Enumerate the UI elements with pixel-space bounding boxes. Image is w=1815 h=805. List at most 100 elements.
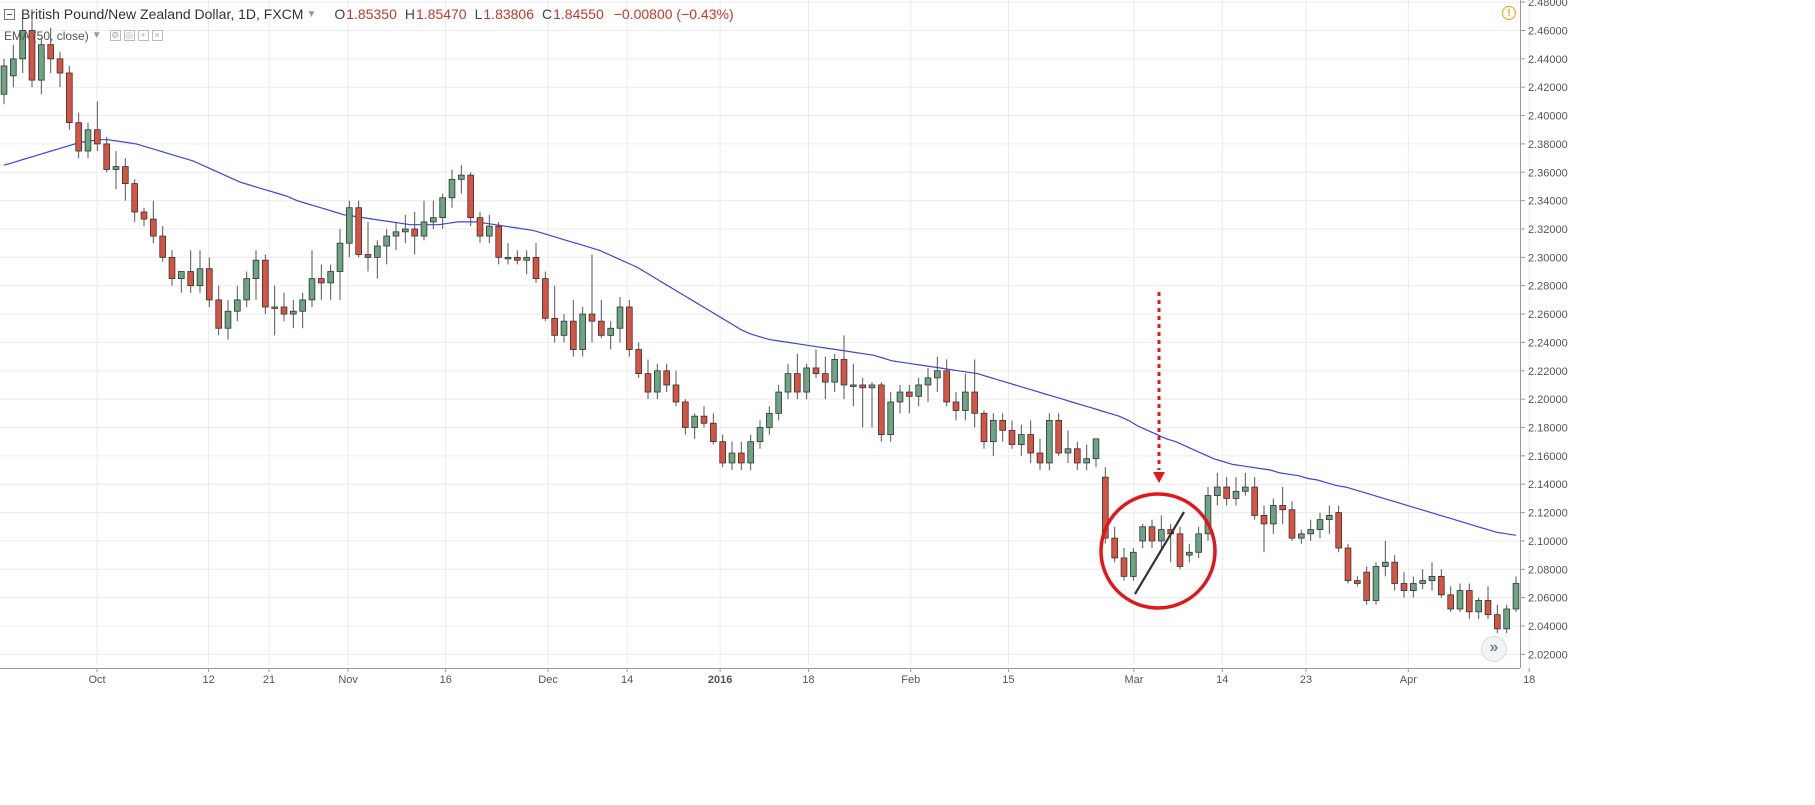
candle <box>822 356 829 400</box>
dotted-arrow-head <box>1153 472 1165 483</box>
candle <box>1326 505 1333 534</box>
candle-body-up <box>420 221 428 237</box>
candle <box>448 169 456 208</box>
candle <box>906 384 913 414</box>
close-value: 1.84550 <box>553 6 604 23</box>
close-icon[interactable]: × <box>151 30 163 42</box>
candle <box>1400 572 1408 598</box>
candle <box>28 9 36 88</box>
candle <box>738 441 745 471</box>
candle <box>206 257 213 307</box>
candle-body-up <box>728 452 736 464</box>
candle <box>775 384 782 421</box>
candle-body-up <box>803 367 810 393</box>
annotations <box>1099 292 1217 610</box>
candle <box>336 228 344 300</box>
candle <box>1447 586 1454 612</box>
candle-body-up <box>1428 575 1436 582</box>
candle <box>523 250 530 275</box>
candle <box>1503 604 1510 634</box>
format-icon[interactable]: + <box>137 30 149 42</box>
candle-body-up <box>915 384 922 397</box>
change-value: −0.00800 (−0.43%) <box>613 6 734 23</box>
candle <box>868 382 876 428</box>
candle-body-down <box>980 412 988 443</box>
candle <box>38 37 45 95</box>
indicator-label[interactable]: EMA (50, close) <box>4 28 89 43</box>
candle-body-down <box>1223 486 1230 499</box>
collapse-icon[interactable] <box>4 8 15 20</box>
candle <box>262 254 269 315</box>
alert-icon[interactable]: ! <box>1502 6 1516 20</box>
candle-body-down <box>1447 594 1454 610</box>
candle-body-down <box>1391 561 1398 584</box>
candle <box>1092 438 1100 468</box>
candle <box>784 363 792 400</box>
highlight-circle <box>1099 492 1217 610</box>
candle-body-up <box>1232 490 1240 499</box>
eye-icon[interactable]: ◎ <box>123 30 135 42</box>
candle-body-down <box>1354 580 1361 584</box>
settings-icon[interactable]: ⚙ <box>109 30 121 42</box>
candle-body-up <box>1018 434 1025 445</box>
x-tick-label: Feb <box>901 674 920 686</box>
candle-body-down <box>467 174 474 219</box>
candle-body-down <box>943 370 950 403</box>
chevron-down-icon[interactable]: ▼ <box>306 8 317 20</box>
candle <box>980 410 988 449</box>
candle <box>1335 505 1342 553</box>
x-tick-label: 21 <box>263 674 275 686</box>
candle-body-down <box>1494 614 1501 630</box>
candle-body-down <box>1008 429 1016 445</box>
candle <box>682 399 689 435</box>
candle <box>971 359 978 428</box>
candle <box>803 363 810 400</box>
candle-body-down <box>103 143 110 170</box>
price-axis[interactable]: 2.48000 2.46000 2.44000 2.42000 2.40000 2.380… <box>1520 0 1568 668</box>
chevron-down-icon[interactable]: ▼ <box>91 30 102 42</box>
candle-body-down <box>514 256 521 261</box>
x-tick-label: 23 <box>1300 674 1312 686</box>
candle-body-down <box>682 401 689 428</box>
candle <box>1158 515 1165 549</box>
candle <box>1083 444 1090 471</box>
candle-body-up <box>1382 561 1389 567</box>
candle-body-up <box>990 420 997 443</box>
low-label: L <box>474 6 483 23</box>
candle-body-down <box>262 259 269 308</box>
candle-body-up <box>486 225 493 237</box>
candle <box>224 299 232 340</box>
time-axis[interactable]: Oct 12 21 Nov 16 Dec 14 2016 18 Feb 15 Mar 14 23 Apr 18 <box>0 668 1535 686</box>
candle-body-up <box>1139 526 1146 542</box>
candle-body-down <box>738 452 745 464</box>
candle <box>1008 420 1016 449</box>
candle <box>878 382 885 442</box>
y-tick-label: 2.16000 <box>1528 451 1568 463</box>
open-value: 1.85350 <box>346 6 397 23</box>
symbol-title[interactable]: British Pound/New Zealand Dollar, 1D, FX… <box>21 6 304 23</box>
candle-body-down <box>168 256 176 280</box>
candle <box>1419 569 1426 590</box>
candle <box>1298 529 1305 544</box>
candle-body-down <box>1438 575 1445 596</box>
candle <box>598 299 605 339</box>
candle-body-up <box>0 65 8 95</box>
candle-body-down <box>812 367 820 375</box>
candle-body-up <box>308 278 316 301</box>
candle <box>691 413 698 439</box>
candle <box>1428 562 1436 591</box>
candle-body-up <box>1456 590 1464 610</box>
y-tick-label: 2.42000 <box>1528 82 1568 94</box>
candle-body-down <box>159 235 166 258</box>
x-tick-label: Apr <box>1400 674 1417 686</box>
candle-body-up <box>38 44 45 81</box>
candle-body-up <box>1372 566 1380 601</box>
candle-body-up <box>224 310 232 329</box>
candle-body-up <box>430 217 437 223</box>
scroll-right-icon[interactable]: » <box>1481 636 1507 662</box>
y-tick-label: 2.12000 <box>1528 508 1568 520</box>
candle <box>1186 543 1193 563</box>
candle-body-down <box>532 256 540 280</box>
